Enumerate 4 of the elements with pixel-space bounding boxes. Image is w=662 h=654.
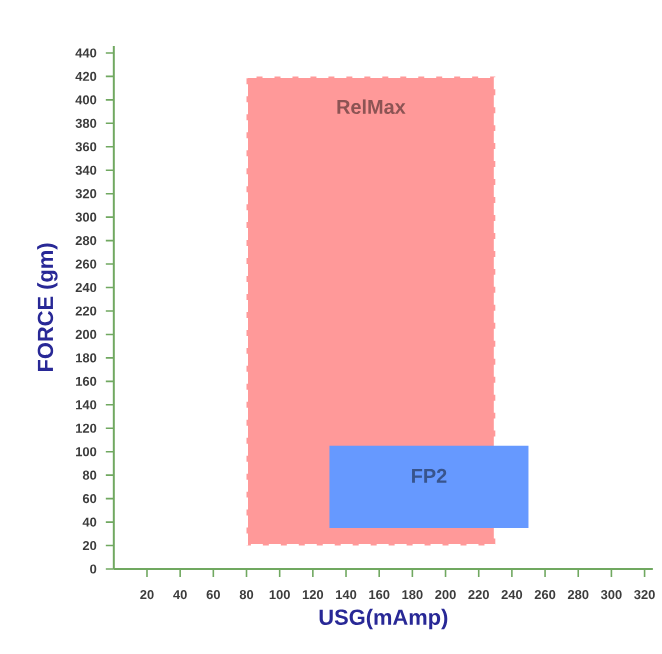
series-label: FP2 (412, 468, 447, 483)
series-label: RelMax (337, 99, 406, 114)
y-axis-title: FORCE (gm) (37, 243, 58, 371)
x-axis-title: USG(mAmp) (319, 608, 448, 629)
